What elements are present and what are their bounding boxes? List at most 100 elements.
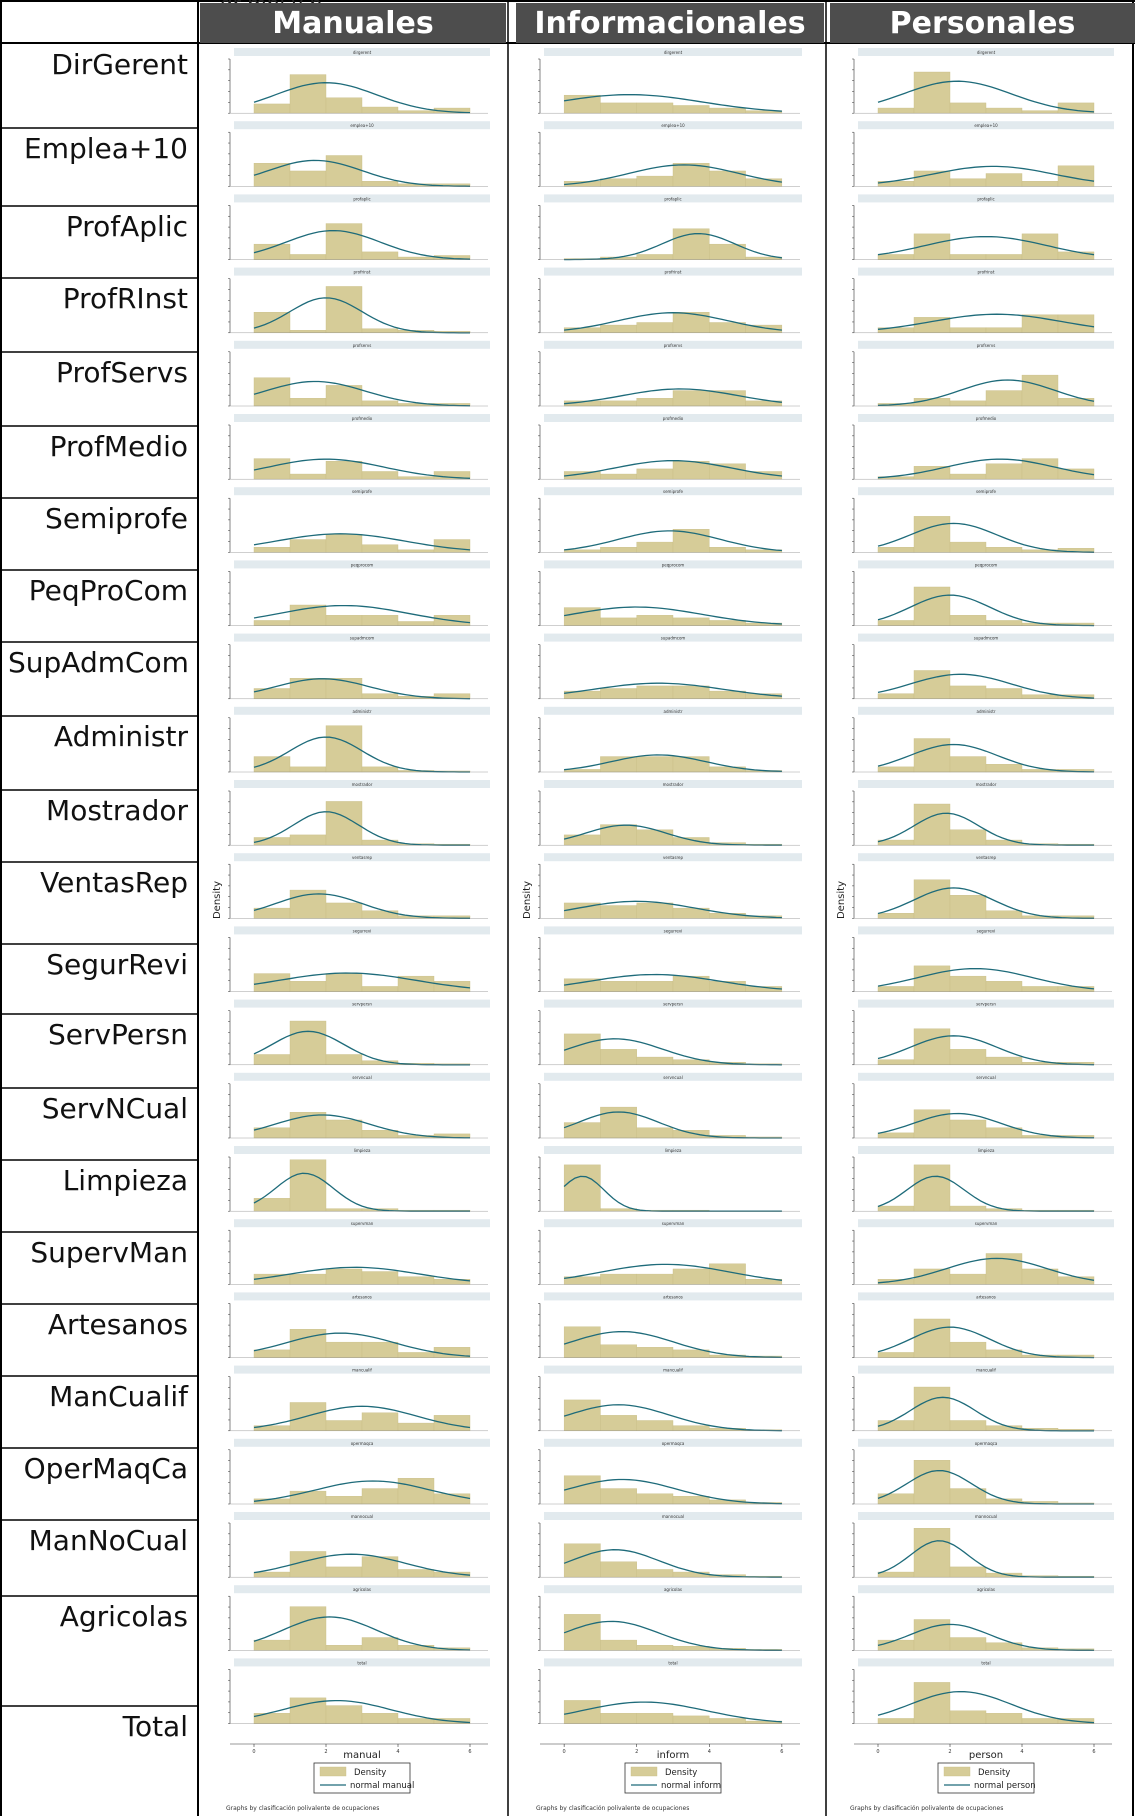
histogram-bar bbox=[709, 547, 746, 553]
histogram-bar bbox=[949, 1341, 987, 1358]
panel-strip bbox=[234, 121, 490, 130]
normal-curve bbox=[563, 1404, 782, 1432]
panel-strip-label: profservs bbox=[664, 343, 683, 348]
histogram-bar bbox=[600, 1561, 637, 1578]
panel-person-supadmcom: supadmcom bbox=[852, 633, 1114, 700]
panel-inform-profmedio: profmedio bbox=[538, 414, 802, 480]
histogram-bar bbox=[289, 170, 327, 187]
panel-manual-mostrador: mostrador bbox=[228, 780, 490, 846]
normal-curve bbox=[253, 1114, 470, 1139]
normal-curve bbox=[563, 1701, 782, 1723]
x-tick-label: 0 bbox=[252, 1749, 255, 1755]
normal-curve bbox=[253, 82, 471, 114]
histogram-bar bbox=[949, 756, 987, 773]
normal-curve bbox=[877, 1690, 1095, 1724]
histogram-bar bbox=[636, 1645, 674, 1651]
panel-strip-label: artesanos bbox=[663, 1294, 683, 1299]
histogram-bar bbox=[600, 688, 637, 700]
panel-person-administr: administr bbox=[852, 706, 1114, 773]
histogram-bar bbox=[253, 103, 291, 114]
histogram-bar bbox=[877, 1493, 915, 1505]
panel-strip bbox=[234, 1292, 490, 1301]
panel-inform-supadmcom: supadmcom bbox=[538, 633, 802, 700]
column-title-personales: Personales bbox=[830, 3, 1135, 43]
histogram-bar bbox=[949, 1637, 987, 1651]
normal-curve bbox=[253, 1405, 471, 1429]
x-tick-label: 6 bbox=[1092, 1749, 1095, 1755]
row-label-administr: Administr bbox=[53, 720, 188, 753]
histogram-bar bbox=[563, 834, 601, 846]
x-axis-manual: 0 2 4 6 manual Density normal manual Graphs by … bbox=[226, 1743, 488, 1812]
histogram-bar bbox=[325, 1420, 363, 1431]
normal-curve bbox=[877, 1326, 1095, 1359]
normal-curve bbox=[253, 1332, 471, 1357]
panel-strip-label: total bbox=[668, 1660, 677, 1665]
normal-curve bbox=[253, 972, 471, 989]
panel-inform-limpieza: limpieza bbox=[538, 1146, 802, 1212]
histogram-bar bbox=[253, 1054, 291, 1065]
histogram-bar bbox=[636, 981, 674, 992]
panel-manual-servncual: servncual bbox=[228, 1072, 490, 1139]
histogram-bar bbox=[636, 322, 674, 334]
histogram-bar bbox=[600, 1049, 637, 1066]
legend-swatch-density bbox=[943, 1766, 971, 1777]
histogram-bar bbox=[361, 400, 399, 407]
panel-strip bbox=[234, 1146, 490, 1154]
legend-swatch-density bbox=[630, 1766, 658, 1777]
x-axis-title-manual: manual bbox=[343, 1750, 380, 1761]
histogram-bar bbox=[361, 1713, 399, 1724]
x-tick-label: 2 bbox=[635, 1749, 638, 1755]
panel-inform-emplea10: emplea+10 bbox=[538, 121, 802, 187]
panel-person-dirgerent: dirgerent bbox=[852, 48, 1114, 114]
histogram-bar bbox=[636, 1420, 674, 1431]
histogram-bar bbox=[949, 1488, 987, 1505]
histogram-bar bbox=[877, 1132, 915, 1139]
panel-strip bbox=[544, 853, 802, 862]
legend-label-density: Density bbox=[354, 1768, 386, 1778]
histogram-bar bbox=[709, 463, 746, 480]
panel-person-peqprocom: peqprocom bbox=[852, 560, 1114, 627]
panel-strip bbox=[544, 121, 802, 130]
panel-person-emplea10: emplea+10 bbox=[852, 121, 1114, 187]
histogram-bar bbox=[325, 286, 363, 334]
histogram-bar bbox=[672, 1425, 710, 1432]
panel-strip-label: mostrador bbox=[976, 782, 997, 787]
histogram-bar bbox=[397, 1478, 435, 1505]
panel-strip bbox=[544, 706, 802, 715]
panel-strip bbox=[858, 48, 1114, 56]
histogram-bar bbox=[913, 516, 951, 553]
histogram-bar bbox=[709, 107, 746, 114]
histogram-bar bbox=[636, 468, 674, 480]
histogram-bar bbox=[1021, 1718, 1059, 1724]
panel-strip-label: supadmcom bbox=[974, 636, 999, 641]
panel-strip bbox=[234, 633, 490, 642]
panel-strip bbox=[234, 1072, 490, 1081]
panel-strip-label: servpersn bbox=[352, 1002, 372, 1007]
x-tick-label: 2 bbox=[948, 1749, 951, 1755]
histogram-bar bbox=[253, 973, 291, 992]
histogram-bar bbox=[949, 685, 987, 699]
panel-strip-label: profaplic bbox=[353, 196, 370, 201]
x-tick-label: 4 bbox=[708, 1749, 711, 1755]
panel-person-total: total bbox=[852, 1658, 1114, 1724]
normal-curve bbox=[253, 380, 471, 407]
panel-strip-label: profmedio bbox=[976, 416, 997, 421]
histogram-bar bbox=[289, 1159, 327, 1212]
panel-inform-profaplic: profaplic bbox=[538, 194, 802, 261]
histogram-bar bbox=[877, 913, 915, 919]
panel-person-mannocual: mannocual bbox=[852, 1512, 1114, 1578]
histogram-bar bbox=[636, 829, 674, 846]
histogram-bar bbox=[985, 1127, 1023, 1139]
panel-inform-segurrevi: segurrevi bbox=[538, 926, 802, 992]
histogram-bar bbox=[397, 1569, 435, 1578]
histogram-bar bbox=[325, 155, 363, 187]
panel-person-opermaqca: opermaqca bbox=[852, 1438, 1114, 1505]
panel-strip-label: profrinst bbox=[978, 270, 995, 275]
row-label-emplea10: Emplea+10 bbox=[24, 132, 188, 165]
histogram-bar bbox=[325, 1566, 363, 1578]
histogram-bar bbox=[253, 163, 291, 187]
normal-curve bbox=[564, 1263, 782, 1281]
histogram-bar bbox=[600, 400, 637, 407]
histogram-bar bbox=[253, 1571, 291, 1578]
